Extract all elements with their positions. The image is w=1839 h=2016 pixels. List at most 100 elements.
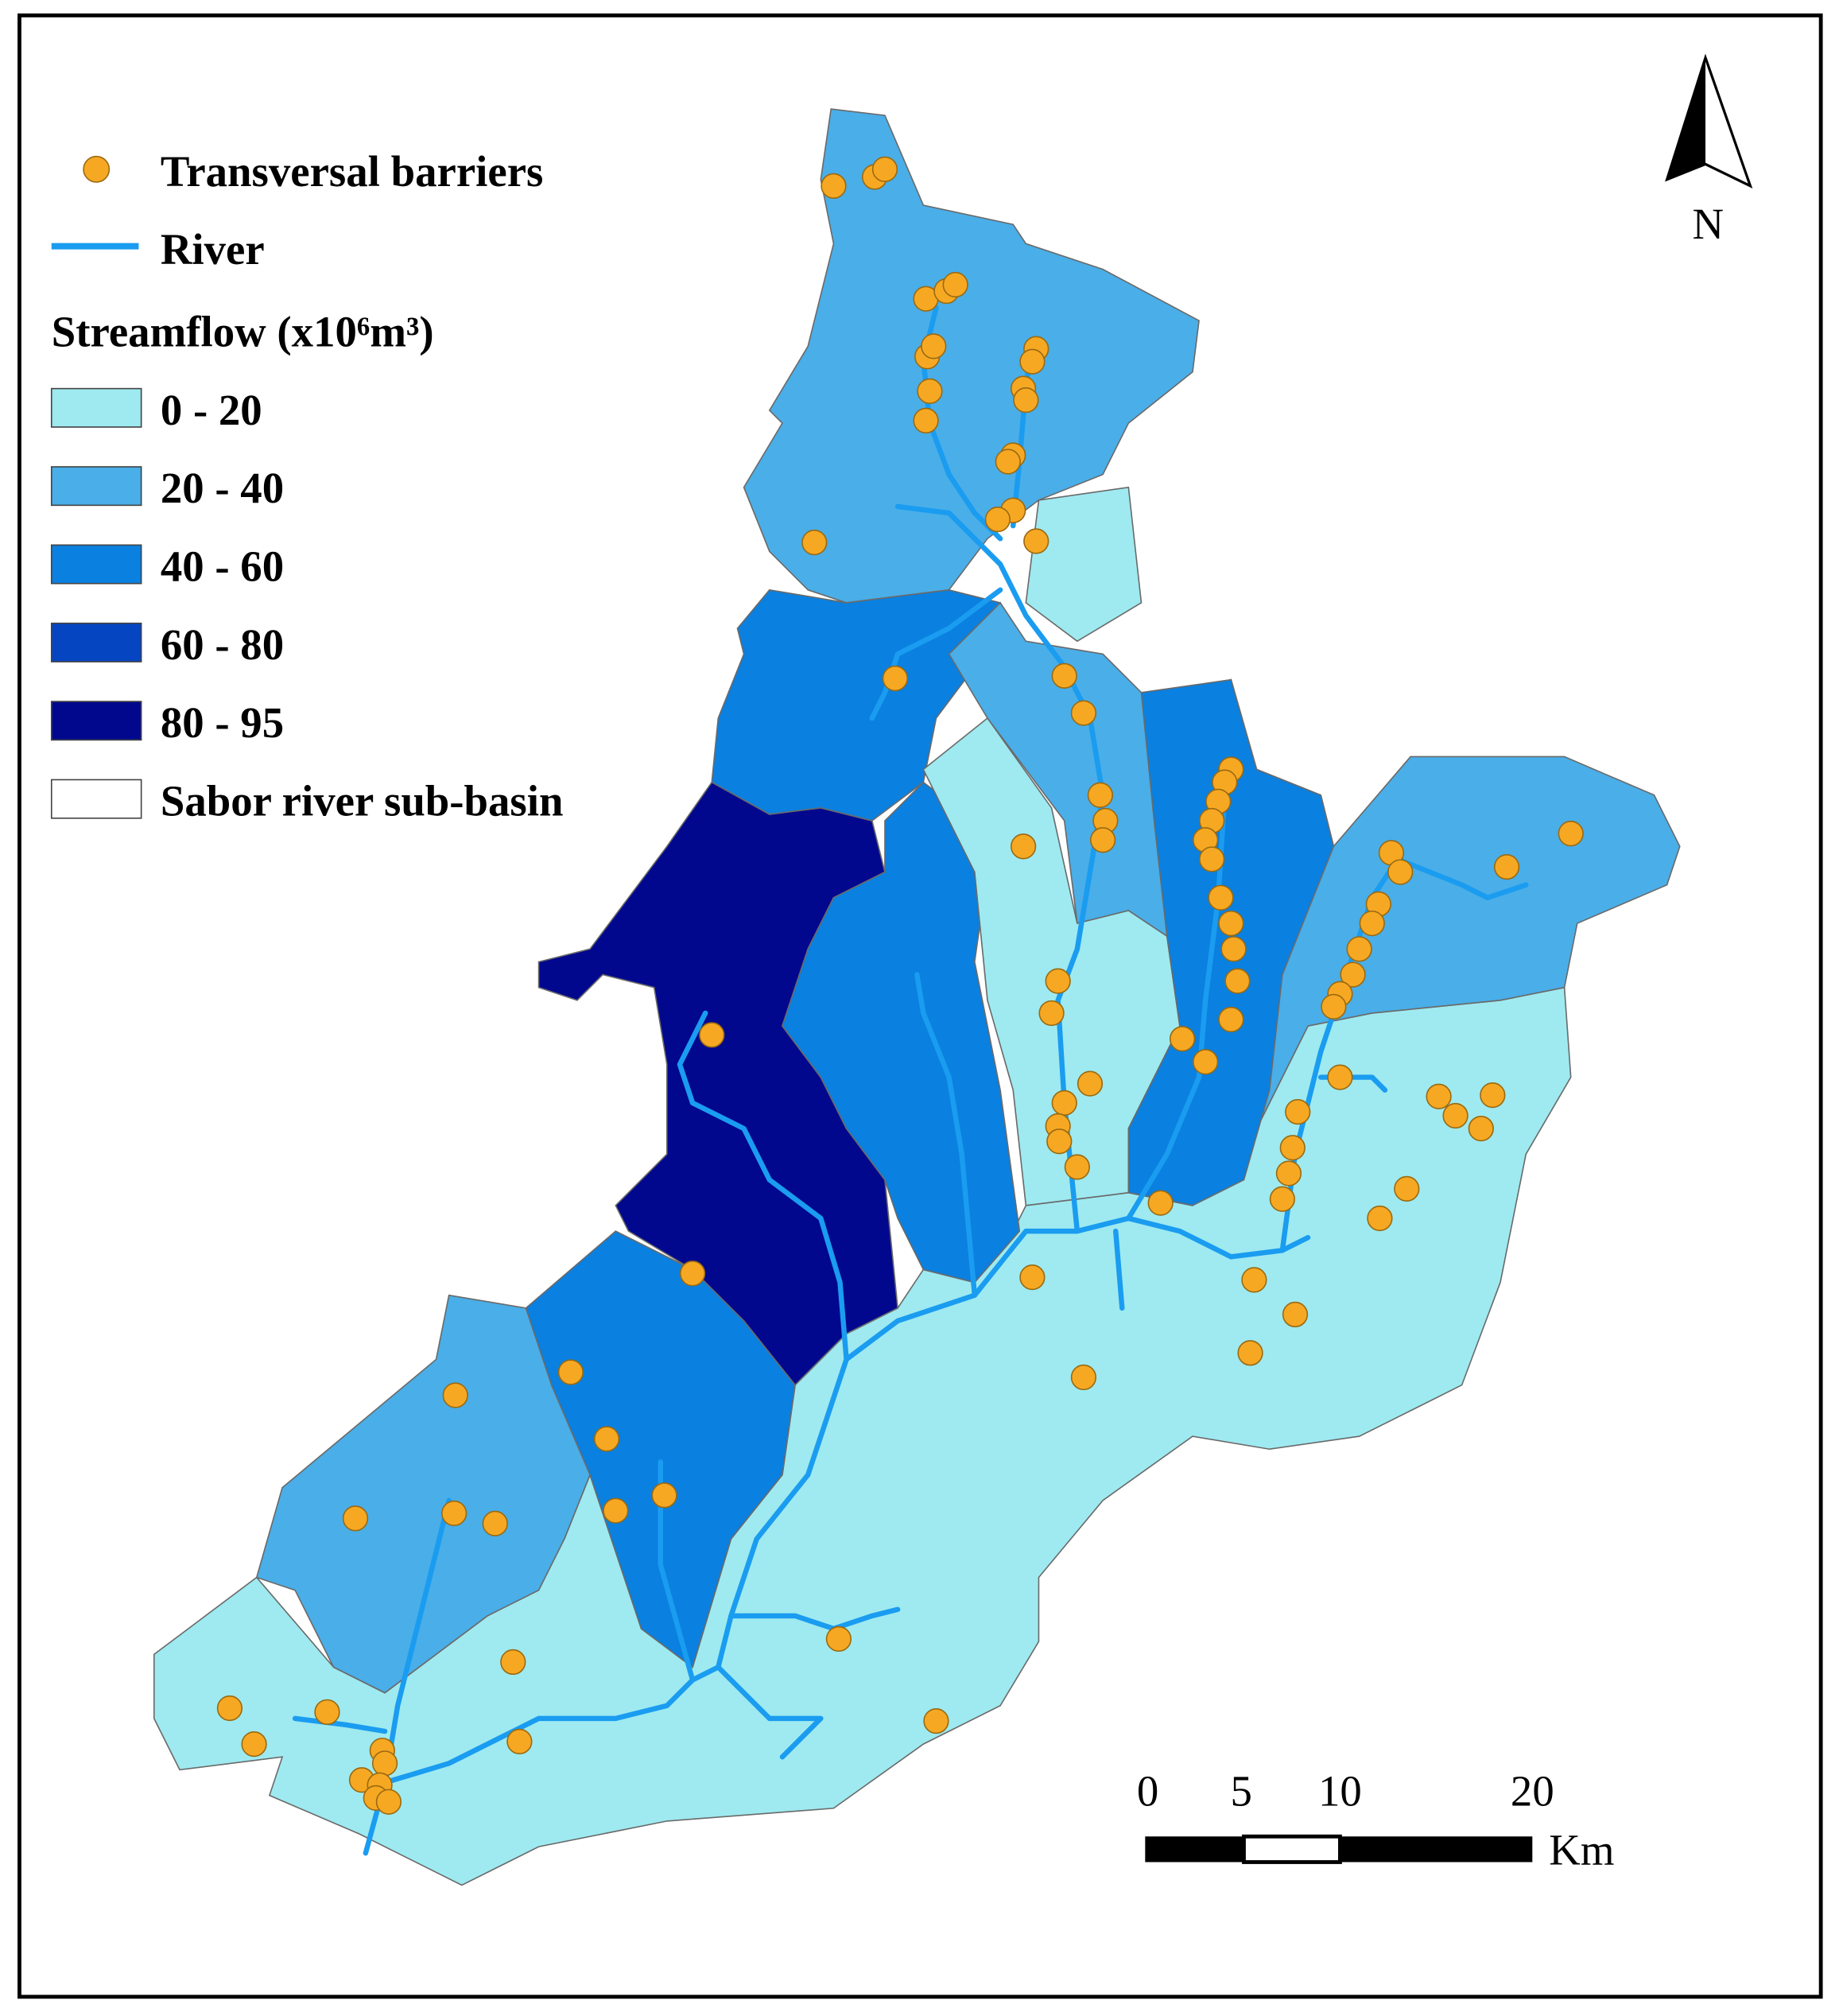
barrier [984,506,1011,533]
barrier [1208,884,1234,911]
barrier [375,1789,402,1815]
barrier [1321,993,1347,1020]
barrier [1077,1070,1104,1097]
legend-swatch [50,544,142,585]
sub-basin [1025,486,1143,643]
barrier [995,449,1021,475]
barrier [1064,1154,1090,1180]
barrier [314,1699,340,1725]
sub-basin [255,1294,591,1694]
barrier [1279,1135,1306,1161]
legend-swatch [50,622,142,662]
legend-label: 80 - 95 [161,698,284,747]
barrier [699,1022,725,1048]
scale-label: 5 [1231,1767,1252,1816]
scale-segment [1242,1834,1342,1864]
legend-label: 0 - 20 [161,386,262,434]
barrier [557,1359,584,1385]
barrier [603,1497,629,1524]
barrier [1275,1160,1302,1187]
river [914,972,978,1298]
barrier [1023,528,1049,554]
legend-label: 60 - 80 [161,620,284,669]
barrier [1046,1128,1073,1155]
legend-label: Sabor river sub-basin [161,777,564,825]
barrier [1051,662,1077,689]
river [677,1010,849,1362]
river [1126,792,1228,1222]
barrier [342,1505,369,1532]
scale-label: 0 [1137,1767,1158,1816]
barrier [1089,827,1116,853]
barrier [1387,859,1414,885]
barrier [1070,1364,1097,1391]
legend-label: River [161,225,265,274]
barrier [1237,1340,1263,1366]
legend-label: Transversal barriers [161,147,544,196]
barrier [1340,961,1366,988]
barriers [216,156,1584,1815]
barrier [913,407,939,434]
scale-segment [1340,1836,1533,1863]
barrier [1019,1264,1046,1291]
barrier [593,1426,620,1452]
barrier [651,1482,677,1509]
barrier [1218,1006,1244,1033]
barrier [923,1707,949,1734]
barrier [1493,853,1520,880]
barrier [1192,1049,1219,1075]
scale-bar: 0 5 10 20 Km [1137,1767,1615,1874]
sub-basin [743,108,1200,604]
river [716,1664,824,1760]
barrier [1367,1205,1393,1232]
barrier [882,665,908,692]
barrier [1220,936,1247,962]
frame [17,13,1823,1999]
scale-label: 10 [1318,1767,1362,1816]
river [869,587,1003,721]
barrier [1087,782,1114,808]
barrier [1224,968,1251,994]
barrier [241,1731,267,1758]
barrier [1019,348,1046,375]
legend-swatch [50,779,142,819]
barrier [1010,833,1037,860]
barrier [679,1260,706,1287]
barrier [1045,968,1071,994]
legend-label: 20 - 40 [161,464,284,512]
barrier [500,1649,526,1676]
barrier [1038,1000,1065,1027]
barrier [825,1626,852,1653]
scale-unit: Km [1549,1826,1614,1874]
barrier [1327,1064,1353,1090]
barrier [1426,1083,1452,1109]
barrier [1241,1267,1267,1293]
barrier [871,156,898,182]
legend-swatch [50,466,142,507]
barrier [921,333,947,359]
barrier [1558,821,1584,847]
barrier [801,530,828,556]
barrier [1442,1102,1468,1129]
barrier [1199,846,1225,872]
barrier [371,1750,398,1777]
barrier [1218,910,1244,937]
barrier [917,378,943,404]
river [292,1715,388,1734]
river [382,1215,1311,1785]
barrier [1070,700,1097,726]
barrier [482,1510,508,1536]
barrier [506,1728,533,1755]
barrier [1394,1175,1420,1202]
legend-swatch [50,701,142,741]
barrier [942,271,968,298]
scale-label: 20 [1511,1767,1554,1816]
barrier [216,1695,243,1722]
legend: Transversal barriers River Streamflow (x… [50,147,564,825]
barrier [1346,936,1372,962]
scale-segment [1145,1836,1244,1863]
legend-title: Streamflow (x10⁶m³) [52,307,434,355]
barrier [1169,1026,1196,1052]
barrier [1269,1186,1295,1212]
barrier [1468,1115,1494,1142]
